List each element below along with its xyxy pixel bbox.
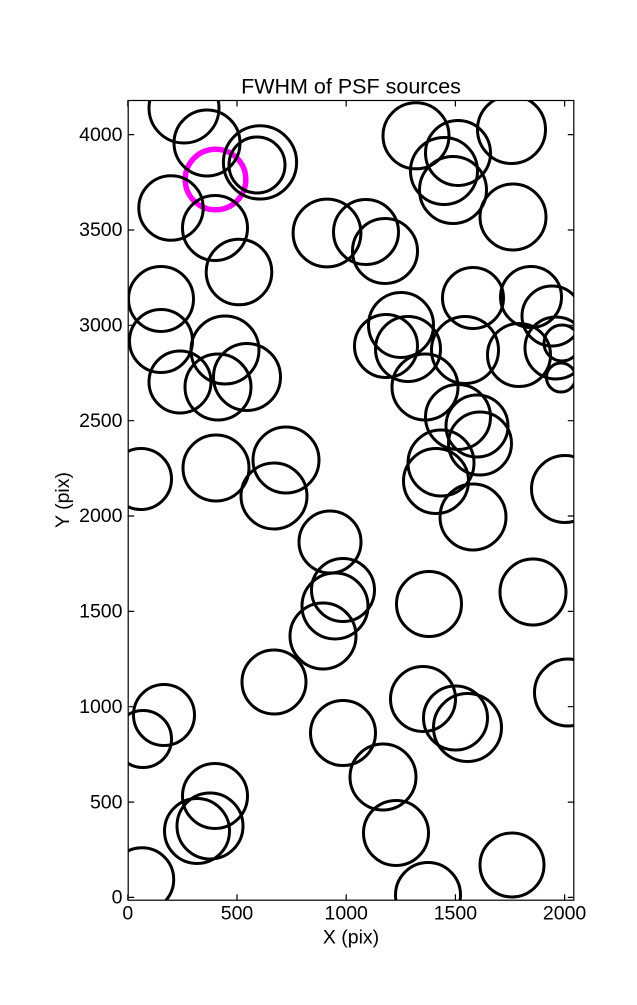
svg-text:0: 0 [112, 887, 123, 909]
svg-text:X (pix): X (pix) [323, 927, 379, 949]
svg-text:2000: 2000 [543, 903, 587, 925]
svg-text:0: 0 [122, 903, 133, 925]
svg-text:3500: 3500 [79, 219, 123, 241]
svg-text:3000: 3000 [79, 315, 123, 337]
svg-text:500: 500 [221, 903, 254, 925]
svg-text:2500: 2500 [79, 410, 123, 432]
svg-text:500: 500 [90, 791, 123, 813]
svg-text:4000: 4000 [79, 124, 123, 146]
svg-text:1500: 1500 [79, 601, 123, 623]
svg-text:1500: 1500 [434, 903, 478, 925]
svg-text:2000: 2000 [79, 505, 123, 527]
svg-text:1000: 1000 [325, 903, 369, 925]
svg-text:1000: 1000 [79, 696, 123, 718]
svg-text:Y (pix): Y (pix) [52, 472, 74, 528]
svg-text:FWHM of PSF sources: FWHM of PSF sources [241, 75, 461, 99]
